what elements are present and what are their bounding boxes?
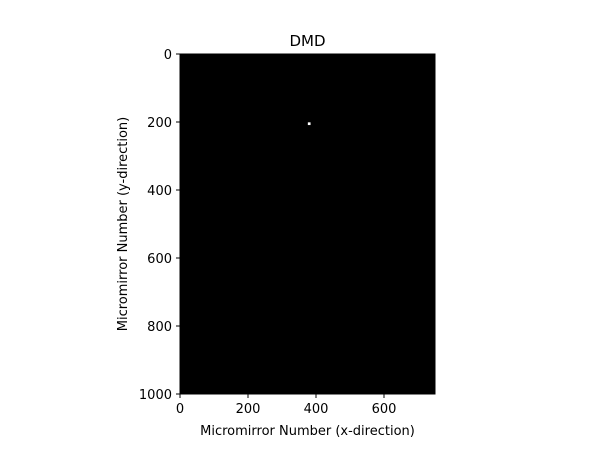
axes-frame	[179, 53, 436, 395]
x-axis-ticks: 0 200 400 600	[176, 394, 397, 417]
y-tick-label: 0	[164, 48, 172, 63]
x-tick-label: 0	[176, 402, 184, 417]
y-tick-label: 200	[147, 116, 172, 131]
chart-title: DMD	[289, 32, 325, 50]
x-tick-label: 600	[372, 402, 397, 417]
bright-spot-0	[307, 122, 311, 126]
y-axis-ticks: 0 200 400 600 800 1000	[139, 48, 180, 403]
x-axis-label: Micromirror Number (x-direction)	[200, 424, 415, 439]
image-layer	[180, 54, 435, 394]
y-axis-label: Micromirror Number (y-direction)	[116, 117, 131, 332]
y-tick-label: 400	[147, 184, 172, 199]
x-tick-label: 200	[236, 402, 261, 417]
y-tick-label: 1000	[139, 388, 172, 403]
y-tick-label: 800	[147, 320, 172, 335]
image-background	[180, 54, 435, 394]
y-tick-label: 600	[147, 252, 172, 267]
x-tick-label: 400	[304, 402, 329, 417]
